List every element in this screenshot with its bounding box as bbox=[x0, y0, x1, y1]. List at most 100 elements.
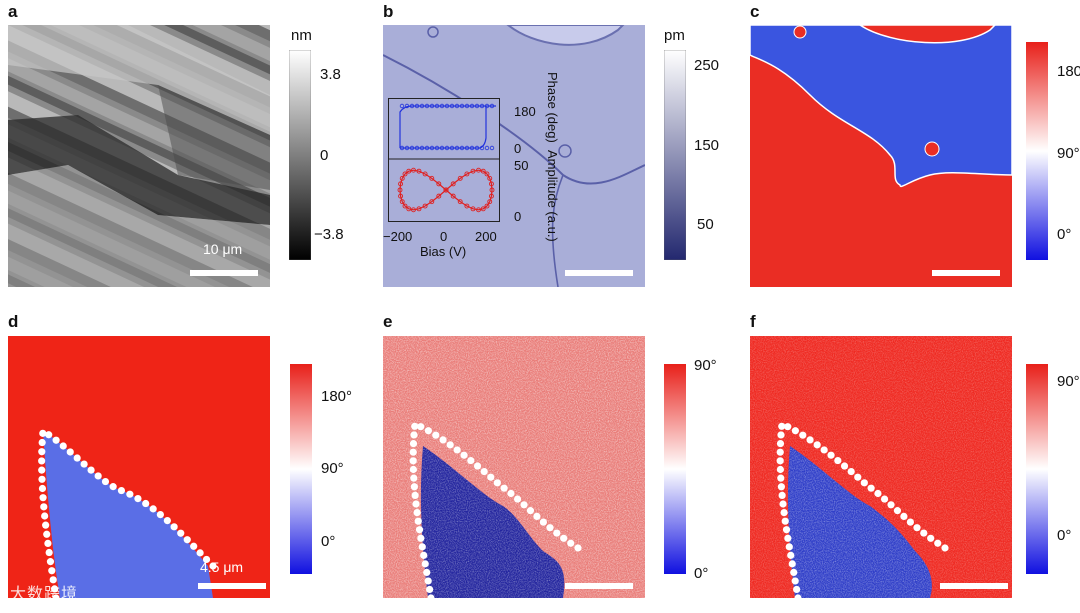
domain-outline-dot bbox=[41, 512, 49, 520]
domain-outline-dot bbox=[52, 594, 60, 598]
panel-b-amplitude-marker bbox=[450, 181, 456, 187]
domain-outline-dot bbox=[777, 483, 785, 491]
domain-outline-dot bbox=[790, 568, 798, 576]
panel-b-amplitude-marker bbox=[406, 168, 412, 174]
panel-b-phase-marker bbox=[399, 145, 405, 151]
domain-outline-dot bbox=[446, 441, 454, 449]
panel-b-amplitude-marker bbox=[416, 206, 422, 212]
domain-outline-dot bbox=[520, 501, 528, 509]
domain-outline-dot bbox=[196, 549, 204, 557]
panel-a-scale-bar-label: 10 μm bbox=[203, 241, 243, 257]
panel-b-colorbar-unit: pm bbox=[664, 27, 685, 44]
domain-outline-dot bbox=[142, 499, 150, 508]
panel-e-colorbar bbox=[664, 364, 686, 574]
domain-outline-dot bbox=[787, 551, 795, 559]
panel-e-domain-outline-dots bbox=[409, 422, 582, 598]
domain-outline-dot bbox=[493, 479, 501, 487]
domain-outline-dot bbox=[426, 585, 434, 594]
domain-outline-dot bbox=[781, 517, 789, 525]
domain-outline-dot bbox=[432, 431, 440, 439]
domain-outline-dot bbox=[87, 466, 95, 474]
panel-b-amplitude-marker bbox=[487, 175, 493, 181]
domain-outline-dot bbox=[52, 436, 60, 444]
domain-outline-dot bbox=[927, 534, 935, 542]
panel-b-phase-marker bbox=[449, 145, 455, 151]
domain-outline-dot bbox=[48, 567, 56, 575]
domain-outline-dot bbox=[417, 423, 425, 431]
panel-b-inset-x-tick: −200 bbox=[383, 229, 413, 244]
domain-outline-dot bbox=[453, 446, 461, 454]
domain-outline-dot bbox=[847, 467, 855, 476]
domain-outline-dot bbox=[880, 495, 889, 503]
domain-outline-dot bbox=[920, 529, 928, 537]
panel-d-phase-map: 4.5 μm bbox=[8, 336, 270, 598]
domain-outline-dot bbox=[417, 534, 425, 542]
domain-outline-dot bbox=[480, 467, 488, 476]
domain-outline-dot bbox=[777, 431, 785, 439]
panel-b-inset-x-tick: 200 bbox=[475, 229, 497, 244]
domain-outline-dot bbox=[820, 446, 828, 454]
domain-outline-dot bbox=[202, 555, 211, 564]
domain-outline-dot bbox=[420, 551, 428, 559]
domain-outline-dot bbox=[500, 484, 508, 492]
panel-b-amplitude-marker bbox=[399, 175, 405, 181]
domain-outline-dot bbox=[893, 507, 902, 515]
panel-label-f: f bbox=[750, 312, 756, 331]
domain-outline-dot bbox=[779, 500, 787, 508]
panel-e-phase-map bbox=[383, 336, 645, 598]
panel-b-phase-marker bbox=[409, 103, 415, 109]
domain-outline-dot bbox=[785, 543, 793, 551]
panel-b-inset-phase-tick: 180 bbox=[514, 104, 536, 119]
domain-outline-dot bbox=[782, 526, 791, 534]
panel-f-colorbar-tick: 0° bbox=[1057, 527, 1072, 544]
domain-outline-dot bbox=[784, 423, 792, 431]
panel-b-inset-xlabel: Bias (V) bbox=[420, 244, 467, 259]
panel-b-hysteresis-inset bbox=[388, 98, 500, 222]
panel-b-phase-marker bbox=[424, 145, 430, 151]
domain-outline-dot bbox=[507, 489, 515, 498]
panel-b-phase-marker bbox=[469, 103, 475, 109]
panel-b-phase-marker bbox=[429, 145, 435, 151]
panel-d-colorbar bbox=[290, 364, 312, 574]
domain-outline-dot bbox=[73, 454, 81, 462]
panel-b-phase-marker bbox=[414, 145, 420, 151]
panel-a-colorbar bbox=[289, 50, 311, 260]
panel-b-phase-marker bbox=[439, 103, 445, 109]
domain-outline-dot bbox=[409, 465, 418, 474]
domain-outline-dot bbox=[134, 494, 142, 503]
panel-b-phase-marker bbox=[459, 145, 465, 151]
panel-d-scale-bar-label: 4.5 μm bbox=[200, 559, 244, 575]
panel-c-colorbar bbox=[1026, 42, 1048, 260]
domain-outline-dot bbox=[533, 512, 541, 520]
panel-b-amplitude-marker bbox=[436, 193, 442, 199]
panel-b-amplitude-marker bbox=[429, 199, 435, 205]
panel-b-phase-marker bbox=[429, 103, 435, 109]
domain-outline-dot bbox=[799, 431, 807, 439]
panel-f-domain-outline-dots bbox=[776, 422, 949, 598]
panel-b-phase-marker bbox=[444, 145, 450, 151]
panel-b-amplitude-marker bbox=[398, 181, 404, 187]
panel-b-amplitude-marker bbox=[443, 187, 449, 193]
panel-b-amplitude-marker bbox=[398, 193, 404, 199]
domain-outline-dot bbox=[913, 524, 921, 532]
panel-b-phase-marker bbox=[434, 103, 440, 109]
domain-outline-dot bbox=[840, 462, 849, 470]
panel-b-amplitude-marker bbox=[436, 181, 442, 187]
panel-b-colorbar-tick: 250 bbox=[694, 57, 720, 74]
panel-label-d: d bbox=[8, 312, 19, 331]
panel-b-phase-marker bbox=[479, 145, 485, 151]
domain-outline-dot bbox=[827, 451, 835, 459]
domain-outline-dot bbox=[567, 539, 575, 547]
domain-outline-dot bbox=[423, 568, 431, 576]
panel-b-amplitude-marker bbox=[397, 187, 403, 193]
domain-outline-dot bbox=[526, 507, 535, 515]
panel-b-amplitude-marker bbox=[429, 175, 435, 181]
domain-outline-dot bbox=[414, 517, 422, 525]
domain-outline-dot bbox=[473, 462, 482, 470]
domain-outline-dot bbox=[44, 539, 52, 548]
domain-outline-dot bbox=[410, 483, 418, 491]
panel-b-colorbar-tick: 150 bbox=[694, 137, 720, 154]
domain-outline-dot bbox=[467, 456, 475, 465]
domain-outline-dot bbox=[776, 465, 785, 474]
domain-outline-dot bbox=[424, 577, 432, 585]
